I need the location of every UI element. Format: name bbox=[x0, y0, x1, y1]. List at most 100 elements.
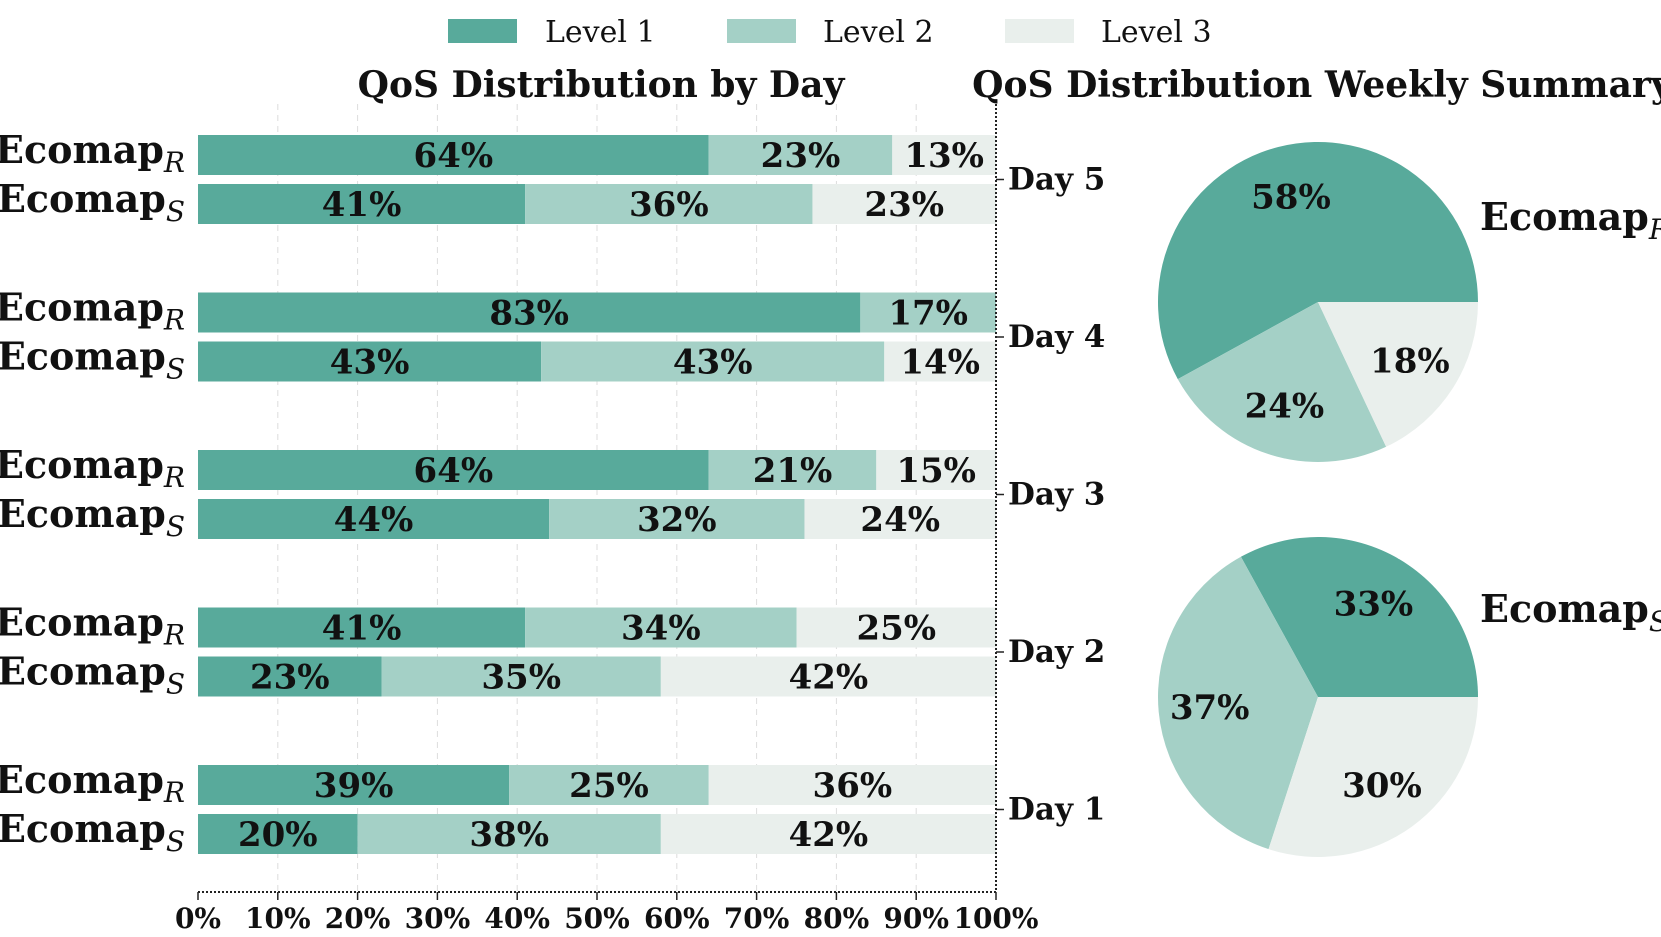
legend-label-level-1: Level 1 bbox=[545, 15, 656, 50]
bar-segment-level-1 bbox=[198, 814, 358, 854]
y-axis-labels: EcomapREcomapSEcomapREcomapSEcomapREcoma… bbox=[0, 127, 185, 858]
legend: Level 1 Level 2 Level 3 bbox=[448, 15, 1212, 50]
bar-segment-level-2 bbox=[357, 814, 661, 854]
bar-value-label: 24% bbox=[860, 500, 940, 540]
bar-segment-level-2 bbox=[525, 184, 813, 224]
bar-value-label: 39% bbox=[314, 766, 394, 806]
bar-segment-level-1 bbox=[198, 184, 526, 224]
pie-slice-level-1 bbox=[1158, 142, 1478, 380]
bar-segment-level-3 bbox=[884, 341, 996, 382]
day-label: Day 4 bbox=[1008, 319, 1105, 355]
bar-value-label: 14% bbox=[900, 343, 980, 383]
bar-segment-level-1 bbox=[198, 135, 709, 175]
bar-segment-level-1 bbox=[198, 341, 542, 382]
bar-segment-level-2 bbox=[549, 499, 805, 539]
legend-swatch-level-3 bbox=[1005, 19, 1074, 43]
stacked-bars: 64% 23% 13% 41% 36% 23% 83% 17% 43% 43% 14% 64% 21% 1… bbox=[198, 135, 996, 855]
y-axis-label: EcomapR bbox=[0, 442, 185, 494]
pie-slice-level-2 bbox=[1177, 302, 1387, 463]
bar-segment-level-1 bbox=[198, 765, 510, 805]
bar-segment-level-3 bbox=[812, 184, 996, 224]
pie-slice-level-2 bbox=[1157, 556, 1318, 850]
x-tick-label: 0% bbox=[175, 902, 221, 935]
bar-value-label: 25% bbox=[856, 609, 936, 649]
bar-segment-level-1 bbox=[198, 450, 709, 490]
pie-value-label: 18% bbox=[1370, 341, 1450, 381]
bar-value-label: 20% bbox=[238, 815, 318, 855]
day-label: Day 2 bbox=[1008, 634, 1105, 670]
bar-value-label: 32% bbox=[637, 500, 717, 540]
pie-value-label: 24% bbox=[1245, 386, 1325, 426]
bar-segment-level-1 bbox=[198, 656, 382, 697]
bar-value-label: 83% bbox=[489, 294, 569, 334]
x-tick-label: 70% bbox=[724, 902, 790, 935]
bar-value-label: 42% bbox=[789, 658, 869, 698]
bar-value-label: 64% bbox=[414, 136, 494, 176]
x-tick-label: 30% bbox=[405, 902, 471, 935]
pie-chart-title: QoS Distribution Weekly Summary bbox=[972, 64, 1661, 106]
pie-value-label: 58% bbox=[1251, 178, 1331, 218]
bar-segment-level-3 bbox=[876, 450, 996, 490]
y-axis-label: EcomapS bbox=[0, 491, 185, 543]
pie-slice-level-3 bbox=[1318, 302, 1478, 447]
y-axis-label: EcomapS bbox=[0, 334, 185, 386]
bar-value-label: 15% bbox=[896, 451, 976, 491]
x-tick-label: 40% bbox=[484, 902, 550, 935]
bar-value-label: 64% bbox=[414, 451, 494, 491]
y-axis-label: EcomapS bbox=[0, 649, 185, 701]
bar-value-label: 21% bbox=[753, 451, 833, 491]
bar-segment-level-2 bbox=[708, 450, 877, 490]
x-tick-label: 50% bbox=[564, 902, 630, 935]
bar-value-label: 34% bbox=[621, 609, 701, 649]
y-axis-label: EcomapR bbox=[0, 600, 185, 652]
pie-label: EcomapR bbox=[1480, 194, 1661, 246]
bar-segment-level-2 bbox=[708, 135, 893, 175]
bar-axes bbox=[198, 104, 997, 893]
pie-value-label: 33% bbox=[1334, 584, 1414, 624]
bar-segment-level-2 bbox=[509, 765, 709, 805]
bar-segment-level-3 bbox=[708, 765, 996, 805]
bar-value-label: 42% bbox=[789, 815, 869, 855]
bar-value-label: 17% bbox=[888, 294, 968, 334]
legend-swatch-level-1 bbox=[448, 19, 517, 43]
bar-value-label: 23% bbox=[250, 658, 330, 698]
bar-segment-level-2 bbox=[381, 656, 661, 697]
bar-segment-level-3 bbox=[892, 135, 996, 175]
bar-segment-level-2 bbox=[541, 341, 885, 382]
pie-slice-level-1 bbox=[1240, 537, 1478, 697]
day-label: Day 1 bbox=[1008, 792, 1105, 828]
x-tick-label: 60% bbox=[644, 902, 710, 935]
y-axis-label: EcomapR bbox=[0, 757, 185, 809]
x-tick-label: 80% bbox=[804, 902, 870, 935]
bar-value-label: 41% bbox=[322, 609, 402, 649]
bar-segment-level-3 bbox=[804, 499, 996, 539]
bar-value-label: 35% bbox=[481, 658, 561, 698]
bar-value-label: 44% bbox=[334, 500, 414, 540]
x-tick-label: 100% bbox=[953, 902, 1038, 935]
bar-segment-level-3 bbox=[660, 656, 996, 697]
day-labels: Day 5 Day 4 Day 3 Day 2 Day 1 bbox=[996, 162, 1105, 828]
bar-segment-level-3 bbox=[660, 814, 996, 854]
bar-value-label: 25% bbox=[569, 766, 649, 806]
pie-charts: 58% 24% 18% EcomapR 33% 37% 30% EcomapS bbox=[1157, 142, 1661, 857]
bar-value-label: 36% bbox=[813, 766, 893, 806]
x-axis-ticks: 0% 10% 20% 30% 40% 50% 60% 70% 80% 90% 100% bbox=[175, 892, 1039, 935]
y-axis-label: EcomapS bbox=[0, 806, 185, 858]
y-axis-label: EcomapR bbox=[0, 127, 185, 179]
pie-value-label: 37% bbox=[1170, 688, 1250, 728]
bar-segment-level-3 bbox=[796, 607, 996, 648]
x-tick-label: 90% bbox=[883, 902, 949, 935]
bar-value-label: 43% bbox=[330, 343, 410, 383]
bar-segment-level-1 bbox=[198, 607, 526, 648]
bar-value-label: 13% bbox=[904, 136, 984, 176]
bar-value-label: 36% bbox=[629, 185, 709, 225]
x-tick-label: 20% bbox=[325, 902, 391, 935]
bar-value-label: 23% bbox=[761, 136, 841, 176]
bar-value-label: 23% bbox=[864, 185, 944, 225]
y-axis-label: EcomapR bbox=[0, 285, 185, 337]
day-label: Day 5 bbox=[1008, 162, 1105, 198]
pie-slice-level-3 bbox=[1268, 697, 1478, 857]
bar-value-label: 38% bbox=[469, 815, 549, 855]
bar-segment-level-2 bbox=[525, 607, 797, 648]
